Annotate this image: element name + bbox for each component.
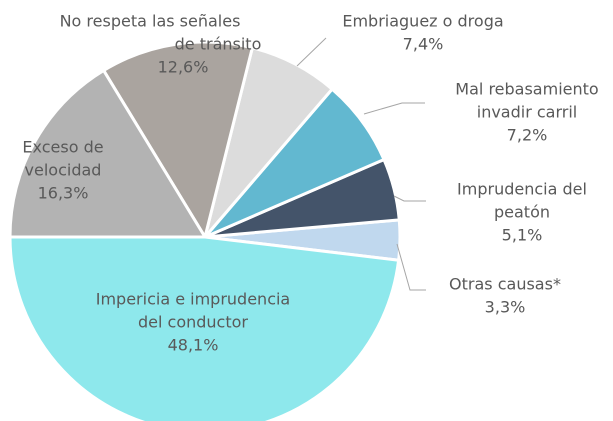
value-label: 7,4% — [403, 35, 444, 54]
pie-slice — [8, 235, 401, 421]
leader-line — [296, 37, 327, 67]
slice-label: Impericia e imprudencia — [96, 290, 290, 309]
slice-label: Mal rebasamiento — [455, 80, 598, 99]
value-label: 5,1% — [502, 226, 543, 245]
leader-line — [363, 102, 425, 115]
slice-label: de tránsito — [175, 35, 262, 54]
value-label: 3,3% — [485, 298, 526, 317]
value-label: 48,1% — [168, 336, 219, 355]
value-label: 16,3% — [38, 184, 89, 203]
slice-label: Otras causas* — [449, 275, 561, 294]
slice-label: velocidad — [25, 161, 102, 180]
leader-line — [396, 243, 426, 291]
value-label: 7,2% — [507, 126, 548, 145]
value-label: 12,6% — [158, 58, 209, 77]
slice-label: del conductor — [138, 313, 248, 332]
slice-label: Exceso de — [22, 138, 103, 157]
slice-label: Imprudencia del — [457, 180, 587, 199]
leader-line — [393, 195, 426, 202]
slice-label: peatón — [494, 203, 550, 222]
slice-label: invadir carril — [477, 103, 578, 122]
slice-label: No respeta las señales — [60, 12, 241, 31]
slice-label: Embriaguez o droga — [342, 12, 503, 31]
pie-slice — [101, 40, 255, 241]
pie-slice — [8, 68, 208, 239]
